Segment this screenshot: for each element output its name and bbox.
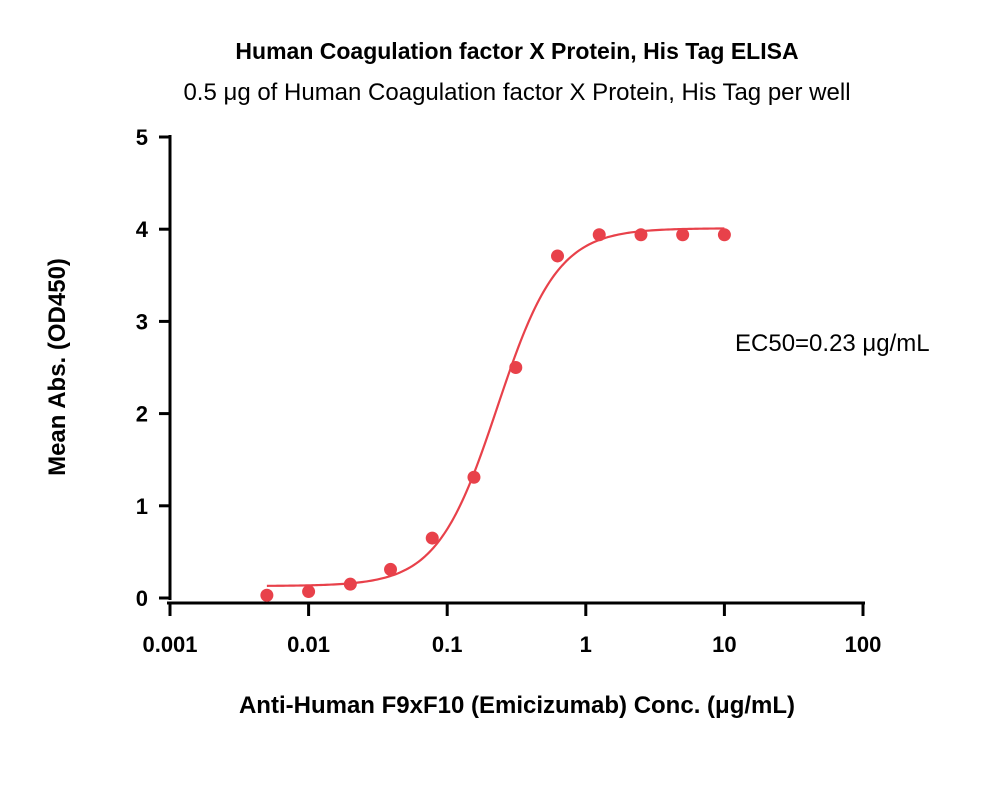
data-point bbox=[260, 588, 274, 602]
y-tick-label: 0 bbox=[136, 586, 148, 611]
x-tick-label: 10 bbox=[712, 632, 736, 657]
data-point bbox=[717, 228, 731, 242]
x-tick-label: 0.01 bbox=[287, 632, 330, 657]
data-point bbox=[551, 249, 565, 263]
data-point bbox=[509, 361, 523, 374]
x-tick-label: 0.1 bbox=[432, 632, 463, 657]
ticks: 0 1 2 3 4 5 0.001 0.01 0.1 1 10 100 bbox=[136, 125, 882, 657]
fit-curve-layer bbox=[266, 227, 725, 587]
y-tick-label: 5 bbox=[136, 125, 148, 150]
data-point bbox=[425, 531, 439, 545]
y-tick-label: 1 bbox=[136, 494, 148, 519]
data-point bbox=[384, 562, 398, 576]
x-tick-label: 1 bbox=[580, 632, 592, 657]
y-tick-label: 4 bbox=[136, 217, 149, 242]
data-points bbox=[260, 228, 731, 602]
y-axis-title: Mean Abs. (OD450) bbox=[44, 258, 71, 476]
ec50-annotation: EC50=0.23 μg/mL bbox=[735, 330, 930, 357]
data-point bbox=[676, 228, 690, 242]
chart-subtitle: 0.5 μg of Human Coagulation factor X Pro… bbox=[183, 79, 850, 106]
data-point bbox=[467, 470, 481, 484]
axes bbox=[167, 135, 865, 605]
y-tick-label: 2 bbox=[136, 402, 148, 427]
data-point bbox=[634, 228, 648, 242]
y-tick-label: 3 bbox=[136, 309, 148, 334]
x-tick-label: 0.001 bbox=[142, 632, 197, 657]
chart-title: Human Coagulation factor X Protein, His … bbox=[235, 38, 798, 64]
fit-curve bbox=[266, 227, 725, 587]
data-point bbox=[592, 228, 606, 242]
x-tick-label: 100 bbox=[845, 632, 882, 657]
data-point bbox=[302, 585, 316, 599]
data-point bbox=[343, 577, 357, 591]
x-axis-title: Anti-Human F9xF10 (Emicizumab) Conc. (μg… bbox=[239, 692, 795, 719]
